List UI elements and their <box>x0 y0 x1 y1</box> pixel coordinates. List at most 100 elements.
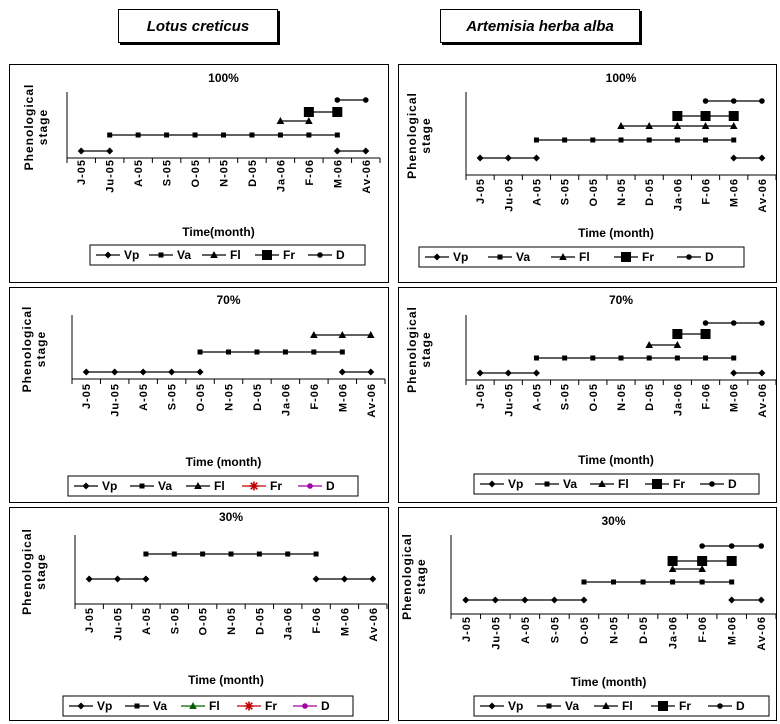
data-point <box>730 369 738 377</box>
y-axis-label: Phenologicalstage <box>405 92 433 179</box>
y-axis-label-line: Phenological <box>405 306 419 393</box>
legend-label-va: Va <box>516 250 530 264</box>
series-vp <box>85 575 377 583</box>
x-tick-label: D-05 <box>254 607 266 635</box>
series-va <box>533 137 737 143</box>
legend-marker-vp <box>433 253 441 261</box>
data-point <box>504 154 512 162</box>
series-vp <box>476 154 766 162</box>
x-tick-label: O-05 <box>579 616 591 644</box>
x-tick-label: Ju-05 <box>503 383 515 417</box>
data-point <box>282 349 288 355</box>
data-point <box>670 579 676 585</box>
chart-title: 70% <box>609 293 633 307</box>
x-tick-label: O-05 <box>588 383 600 411</box>
data-point <box>646 137 652 143</box>
legend-label-va: Va <box>563 477 577 491</box>
legend-label-fr: Fr <box>265 699 277 713</box>
legend-marker-va <box>546 703 552 709</box>
y-axis-label-line: stage <box>419 331 433 367</box>
legend-marker-vp <box>77 702 85 710</box>
data-point <box>77 147 85 155</box>
data-point <box>491 596 499 604</box>
data-point <box>699 543 705 549</box>
data-point <box>521 596 529 604</box>
x-tick-label: J-05 <box>76 159 88 185</box>
y-axis-label-line: stage <box>34 331 48 367</box>
x-tick-label: F-06 <box>304 159 316 186</box>
data-point <box>667 556 678 566</box>
data-point <box>703 137 709 143</box>
x-tick-label: Ja-06 <box>283 607 295 640</box>
x-tick-label: S-05 <box>167 383 179 410</box>
chart-svg: 100% J-05 Ju-05 A-05 S-05 O-05 N-05 D-05 Ja-06 F-… <box>22 71 381 266</box>
series-vp <box>462 596 765 604</box>
data-point <box>168 368 176 376</box>
x-tick-label: Ja-06 <box>280 383 292 416</box>
x-tick-label: N-05 <box>616 178 628 206</box>
x-tick-label: N-05 <box>226 607 238 635</box>
data-point <box>674 355 680 361</box>
data-point <box>107 132 113 138</box>
x-tick-label: D-05 <box>252 383 264 411</box>
data-point <box>196 368 204 376</box>
x-tick-label: Ja-06 <box>672 178 684 211</box>
legend: Vp Va Fl Fr D <box>473 473 760 495</box>
x-tick-label: A-05 <box>141 607 153 635</box>
legend-marker-va <box>134 703 140 709</box>
data-point <box>367 368 375 376</box>
data-point <box>730 320 737 326</box>
legend-label-d: D <box>736 699 745 713</box>
data-point <box>699 579 705 585</box>
data-point <box>340 575 348 583</box>
data-point <box>562 355 568 361</box>
data-point <box>731 355 737 361</box>
legend-label-d: D <box>326 479 335 493</box>
x-tick-label: M-06 <box>729 178 741 207</box>
chart-title: 30% <box>601 514 625 528</box>
data-point <box>673 122 682 129</box>
legend-marker-fr <box>244 701 254 711</box>
legend-marker-fl <box>598 480 606 487</box>
legend-label-d: D <box>321 699 330 713</box>
legend-label-d: D <box>336 248 345 262</box>
legend-label-vp: Vp <box>102 479 117 493</box>
x-tick-label: S-05 <box>162 159 174 186</box>
x-tick-label: S-05 <box>169 607 181 634</box>
x-tick-label: O-05 <box>195 383 207 411</box>
data-point <box>333 147 341 155</box>
data-point <box>303 107 314 117</box>
series-fl <box>276 117 313 124</box>
data-point <box>164 132 170 138</box>
series-vp <box>476 369 766 377</box>
x-tick-label: J-05 <box>475 178 487 204</box>
legend-box <box>418 246 745 268</box>
x-tick-label: F-06 <box>309 383 321 410</box>
legend-label-fl: Fl <box>209 699 220 713</box>
x-axis-label: Time (month) <box>571 675 647 689</box>
data-point <box>306 132 312 138</box>
x-tick-label: Ju-05 <box>113 607 125 641</box>
data-point <box>221 132 226 138</box>
data-point <box>312 575 320 583</box>
x-axis-label: Time (month) <box>578 453 654 467</box>
y-axis-label-line: Phenological <box>22 84 36 171</box>
data-point <box>339 349 345 355</box>
data-point <box>254 349 260 355</box>
x-tick-label: M-06 <box>339 607 351 636</box>
data-point <box>249 132 255 138</box>
chart-title: 70% <box>216 293 240 307</box>
y-axis-label-line: stage <box>419 117 433 153</box>
series-fr <box>672 329 711 339</box>
data-point <box>476 369 484 377</box>
x-tick-label: Ju-05 <box>110 383 122 417</box>
y-axis-label-line: Phenological <box>20 528 34 615</box>
data-point <box>135 132 141 138</box>
series-d <box>699 543 765 549</box>
y-axis-label-line: Phenological <box>400 533 414 620</box>
data-point <box>640 579 646 585</box>
chart-title: 30% <box>219 510 243 524</box>
data-point <box>590 355 596 361</box>
data-point <box>338 368 346 376</box>
x-tick-label: A-05 <box>520 616 532 644</box>
